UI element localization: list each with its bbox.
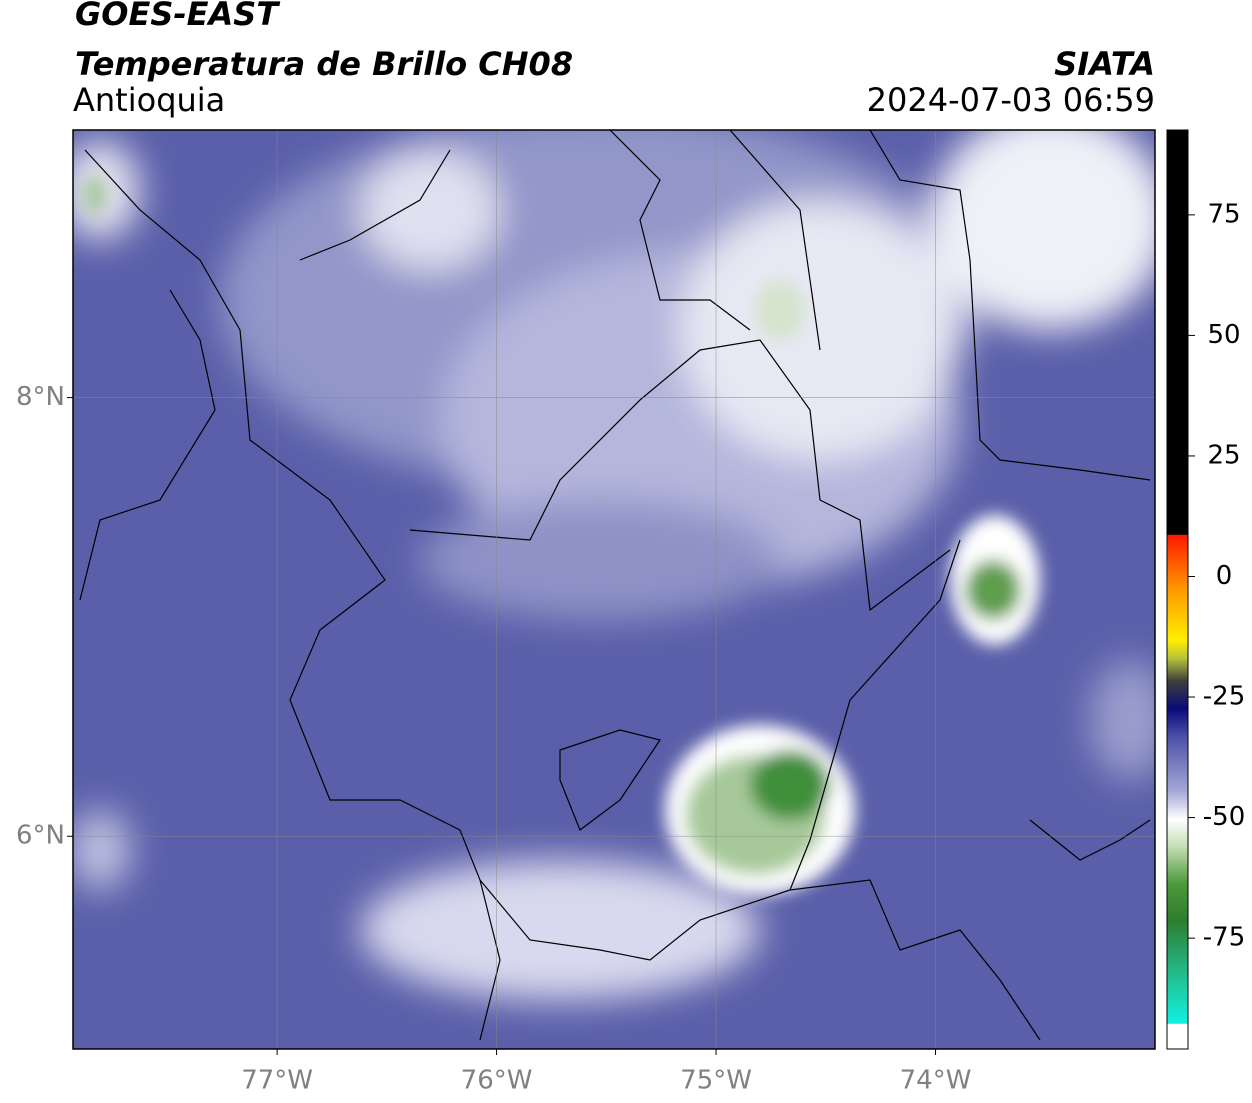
title: GOES-EAST [75,0,280,33]
x-tick-label: 75°W [680,1066,752,1096]
colorbar-tick-label: -25 [1203,682,1245,712]
subtitle: Temperatura de Brillo CH08 [75,45,573,83]
colorbar-tick-label: -75 [1203,923,1245,953]
x-tick-label: 76°W [461,1066,533,1096]
timestamp: 2024-07-03 06:59 [867,81,1155,119]
colorbar-tick-label: 25 [1207,440,1240,470]
x-tick-label: 77°W [241,1066,313,1096]
colorbar-tick-label: 0 [1216,561,1233,591]
x-tick-label: 74°W [900,1066,972,1096]
y-tick-label: 6°N [16,821,65,851]
region: Antioquia [73,81,225,119]
map-frame [72,129,1156,1050]
y-tick-label: 8°N [16,382,65,412]
colorbar [1166,129,1189,1050]
satellite-image [73,130,1155,1049]
source: SIATA [1054,45,1155,83]
colorbar-tick-label: 75 [1207,199,1240,229]
colorbar-tick-label: -50 [1203,802,1245,832]
grid [73,130,1155,1049]
colorbar-tick-label: 50 [1207,320,1240,350]
